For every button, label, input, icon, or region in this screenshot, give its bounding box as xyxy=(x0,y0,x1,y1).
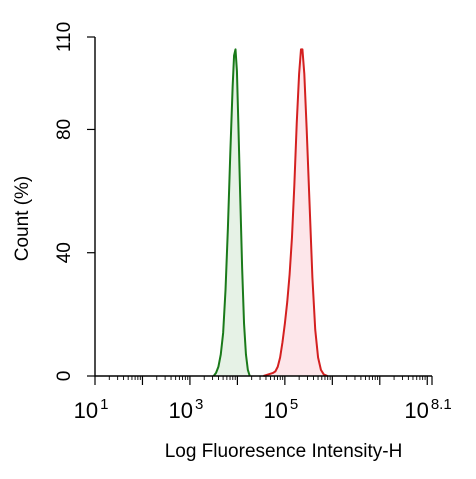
axes: 0 40 80 110 10 1 10 3 10 5 10 8.1 xyxy=(54,22,452,423)
x-axis-title: Log Fluoresence Intensity-H xyxy=(165,441,403,462)
y-tick-label: 80 xyxy=(54,119,75,140)
series-2-line xyxy=(263,48,328,377)
x-tick-label: 10 5 xyxy=(263,396,298,423)
x-tick-label: 10 3 xyxy=(169,396,204,423)
series-1-area xyxy=(213,49,250,376)
axis-frame xyxy=(94,37,432,377)
y-tick-label: 40 xyxy=(54,242,75,263)
series-2-area xyxy=(263,49,328,376)
y-axis-title: Count (%) xyxy=(12,176,33,262)
x-tick-label: 10 8.1 xyxy=(404,396,451,423)
y-tick-label: 0 xyxy=(54,371,75,382)
x-tick-label: 10 1 xyxy=(74,396,109,423)
series-1-line xyxy=(212,48,251,377)
y-tick-label: 110 xyxy=(54,22,75,52)
plot-area xyxy=(212,48,328,377)
